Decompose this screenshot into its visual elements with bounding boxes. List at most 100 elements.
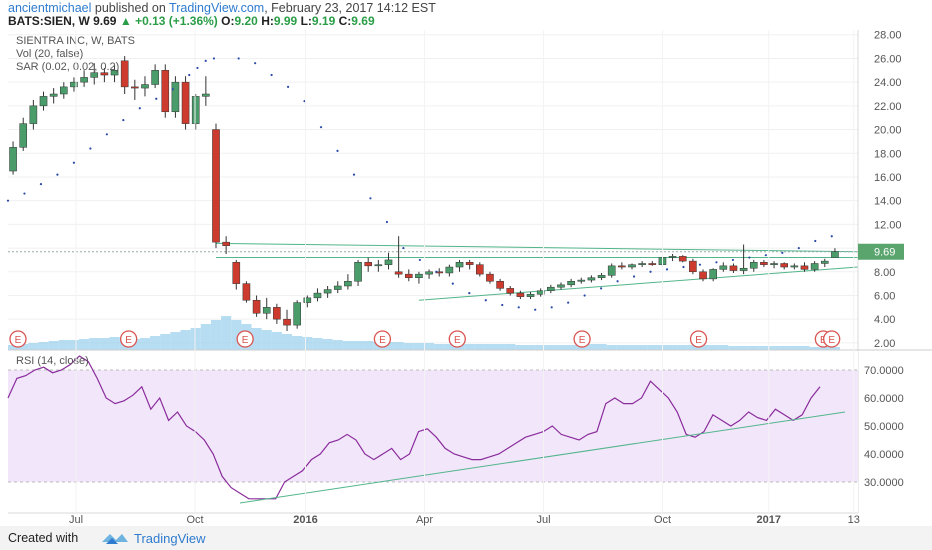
volume-bar xyxy=(687,345,698,350)
candle-body xyxy=(232,262,241,284)
volume-bar xyxy=(383,342,394,350)
volume-bar xyxy=(647,345,658,350)
author-link[interactable]: ancientmichael xyxy=(8,1,92,15)
sar-dot xyxy=(254,62,257,65)
volume-bar xyxy=(738,346,749,350)
candle-body xyxy=(547,286,555,291)
price-tick-label: 26.00 xyxy=(874,53,902,65)
earnings-marker[interactable] xyxy=(236,330,254,348)
rsi-legend: RSI (14, close) xyxy=(16,355,89,367)
time-tick-label: 13 xyxy=(848,514,860,526)
earnings-marker[interactable] xyxy=(448,330,466,348)
volume-bar xyxy=(281,334,293,350)
sar-legend: SAR (0.02, 0.02, 0.2) xyxy=(16,61,119,73)
sar-dot xyxy=(72,161,76,164)
candle-body xyxy=(9,147,17,172)
candle-body xyxy=(39,96,48,107)
sar-dot xyxy=(89,147,92,150)
volume-bar xyxy=(150,336,161,350)
volume-bar xyxy=(616,345,627,350)
symbol-label[interactable]: BATS:SIEN, W xyxy=(8,14,90,28)
rsi-tick-label: 40.0000 xyxy=(864,449,904,461)
price-tick-label: 14.00 xyxy=(874,196,902,208)
sar-dot xyxy=(56,173,59,176)
candle-body xyxy=(607,265,616,276)
volume-bar xyxy=(221,316,232,350)
sar-dot xyxy=(781,251,784,254)
price-tick-label: 28.00 xyxy=(874,30,902,42)
candle-body xyxy=(445,266,454,274)
earnings-marker[interactable] xyxy=(119,330,138,348)
volume-bar xyxy=(160,334,171,350)
sar-dot xyxy=(632,275,636,278)
candle-body xyxy=(120,60,129,88)
candle-body xyxy=(161,70,170,113)
sar-dot xyxy=(583,294,586,297)
time-tick-label: Jul xyxy=(69,514,83,526)
sar-dot xyxy=(814,239,817,243)
volume-bar xyxy=(352,341,364,350)
sar-dot xyxy=(715,261,718,264)
publish-date: , February 23, 2017 14:12 EST xyxy=(264,1,436,15)
candle-body xyxy=(536,290,545,295)
volume-bar xyxy=(637,345,648,350)
volume-bar xyxy=(535,345,546,350)
earnings-marker[interactable] xyxy=(689,330,708,348)
price-tick-label: 24.00 xyxy=(874,77,902,89)
candle-body xyxy=(70,81,78,88)
volume-bar xyxy=(718,345,729,350)
price-pane-background xyxy=(8,30,858,350)
earnings-marker[interactable] xyxy=(373,330,392,348)
sar-dot xyxy=(204,59,207,62)
volume-bar xyxy=(342,341,353,350)
volume-bar xyxy=(596,344,607,350)
brand-link[interactable]: TradingView xyxy=(134,531,206,546)
candle-body xyxy=(486,273,494,282)
volume-bar xyxy=(626,345,638,350)
candle-body xyxy=(729,265,738,271)
candle-body xyxy=(354,262,362,282)
candle-body xyxy=(374,264,383,267)
sar-dot xyxy=(468,292,471,295)
time-tick-label: 2017 xyxy=(757,514,781,526)
volume-bar xyxy=(809,347,820,350)
site-link[interactable]: TradingView.com xyxy=(169,1,265,15)
created-with-text: Created with xyxy=(8,531,79,545)
candle-body xyxy=(557,284,565,288)
price-chart-svg[interactable]: EEEEEEEEE 2.004.006.008.0010.0012.0014.0… xyxy=(0,0,932,526)
sar-dot xyxy=(665,268,669,271)
candle-body xyxy=(668,256,677,258)
earnings-marker[interactable] xyxy=(9,330,27,348)
candle-body xyxy=(577,279,586,282)
support-trendline xyxy=(418,266,859,301)
volume-bar xyxy=(424,343,435,350)
volume-bar xyxy=(170,332,181,350)
volume-bar xyxy=(697,345,709,350)
earnings-marker-label: E xyxy=(15,335,22,346)
earnings-marker[interactable] xyxy=(823,330,841,348)
candle-body xyxy=(344,281,352,287)
sar-dot xyxy=(286,85,290,88)
candle-body xyxy=(597,275,606,278)
earnings-marker[interactable] xyxy=(573,330,591,348)
candle-body xyxy=(831,251,839,258)
volume-bar xyxy=(38,342,49,350)
candle-body xyxy=(425,271,433,275)
candle-body xyxy=(151,70,159,85)
candle-body xyxy=(709,269,717,280)
volume-bar xyxy=(231,320,242,350)
volume-bar xyxy=(18,344,29,350)
price-tick-label: 16.00 xyxy=(874,172,902,184)
price-tick-label: 6.00 xyxy=(874,290,895,302)
publish-header: ancientmichael published on TradingView.… xyxy=(8,1,908,15)
candle-body xyxy=(678,256,687,262)
sar-dot xyxy=(418,258,421,262)
volume-bar xyxy=(363,341,374,350)
candle-body xyxy=(516,292,525,297)
earnings-marker-label: E xyxy=(695,335,702,346)
rsi-trendline xyxy=(239,411,846,504)
sar-dot xyxy=(402,246,405,250)
last-price-tag-label: 9.69 xyxy=(874,247,895,259)
sar-dot xyxy=(764,254,767,257)
open-value: 9.20 xyxy=(234,14,258,28)
